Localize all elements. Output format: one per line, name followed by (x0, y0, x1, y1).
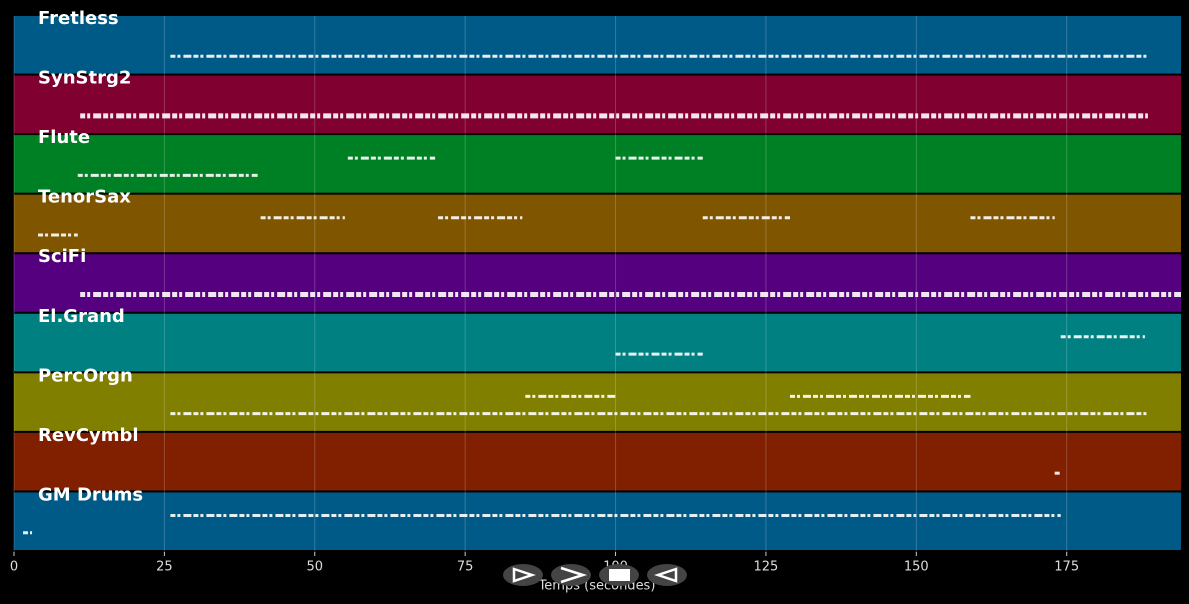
track-row (14, 75, 1181, 134)
rewind-button[interactable] (647, 564, 687, 586)
x-tick-label: 50 (306, 560, 323, 575)
track-label: TenorSax (38, 187, 131, 208)
track-label: RevCymbl (38, 425, 139, 446)
track-label: Flute (38, 127, 90, 148)
x-tick-label: 75 (457, 560, 474, 575)
track-row (14, 135, 1181, 193)
fast-forward-button[interactable] (551, 564, 591, 586)
track-row (14, 254, 1181, 312)
controls (503, 564, 687, 586)
track-row (14, 16, 1181, 74)
stop-button[interactable] (599, 564, 639, 586)
track-label: PercOrgn (38, 365, 133, 386)
x-tick-label: 25 (156, 560, 173, 575)
track-label: SciFi (38, 246, 86, 267)
track-label: El.Grand (38, 306, 125, 327)
x-tick-label: 150 (904, 560, 929, 575)
track-row (14, 194, 1181, 253)
x-tick-label: 175 (1054, 560, 1079, 575)
track-label: SynStrg2 (38, 68, 131, 89)
track-row (14, 373, 1181, 431)
plot: Fretless SynStrg2 Flute TenorSax SciFi El.Gra… (10, 8, 1181, 575)
x-tick-label: 125 (754, 560, 779, 575)
track-row (14, 313, 1181, 372)
track-label: GM Drums (38, 484, 143, 505)
track-label: Fretless (38, 8, 119, 29)
track-row (14, 432, 1181, 491)
track-row (14, 492, 1181, 550)
x-tick-label: 0 (10, 560, 18, 575)
play-button[interactable] (503, 564, 543, 586)
